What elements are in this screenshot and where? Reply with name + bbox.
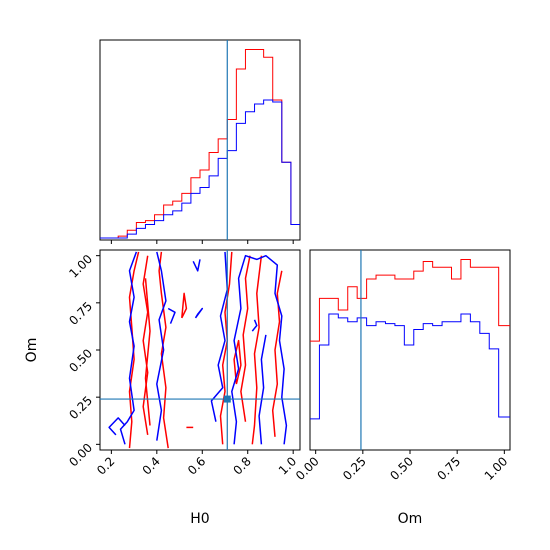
joint-red-contour xyxy=(181,292,188,319)
joint-xlabel: H0 xyxy=(190,511,209,527)
om-histogram-frame xyxy=(309,249,511,451)
joint-y-tick-label: 0.75 xyxy=(66,299,95,328)
om-histogram-tick-label: 0.50 xyxy=(387,454,416,483)
om-blue-histogram xyxy=(310,313,510,420)
joint-red-contour xyxy=(144,278,151,426)
om-histogram-tick-label: 0.75 xyxy=(434,454,463,483)
h0-red-histogram xyxy=(100,49,300,239)
joint-blue-contour xyxy=(194,307,204,319)
joint-blue-contour xyxy=(231,254,288,445)
h0-blue-histogram xyxy=(100,99,300,239)
joint-frame xyxy=(99,249,301,451)
om-histogram-tick-label: 0.25 xyxy=(340,454,369,483)
om-histogram-tick-label: 0.00 xyxy=(293,454,322,483)
om-histogram-tick-label: 1.00 xyxy=(482,454,511,483)
joint-red-contour xyxy=(142,255,149,436)
h0-histogram-frame xyxy=(99,39,301,241)
joint-blue-contour xyxy=(192,259,201,272)
joint-contour-panel: 0.2 0.4 0.6 0.8 1.0 0.000.250.500.751.00 H0 … xyxy=(24,249,301,527)
om-red-histogram xyxy=(310,259,510,342)
joint-y-tick-label: 0.00 xyxy=(66,441,95,470)
joint-blue-contour xyxy=(258,334,267,445)
joint-y-tick-label: 1.00 xyxy=(66,252,95,281)
joint-red-contour xyxy=(271,270,283,437)
joint-ylabel: Om xyxy=(24,338,40,363)
joint-blue-contour xyxy=(167,307,176,324)
om-histogram-panel: 0.00 0.25 0.50 0.75 1.00 Om xyxy=(293,249,511,527)
joint-red-contour xyxy=(219,251,233,445)
joint-x-tick-label: 0.6 xyxy=(185,454,208,477)
om-histogram-xlabel: Om xyxy=(398,511,423,527)
joint-x-tick-label: 0.4 xyxy=(140,454,163,477)
joint-truth-marker xyxy=(223,395,231,403)
joint-blue-contour xyxy=(119,251,138,445)
joint-red-contour xyxy=(251,255,263,445)
joint-red-contour xyxy=(158,251,169,449)
joint-blue-contour xyxy=(156,251,167,441)
joint-red-contour xyxy=(240,255,251,422)
joint-x-tick-label: 0.2 xyxy=(94,454,117,477)
h0-histogram-panel xyxy=(99,39,301,244)
joint-x-tick-label: 0.8 xyxy=(230,454,253,477)
joint-y-tick-label: 0.25 xyxy=(66,393,95,422)
joint-y-tick-label: 0.50 xyxy=(66,346,95,375)
joint-blue-contour xyxy=(108,417,126,436)
joint-red-contour xyxy=(233,339,242,385)
joint-blue-contour xyxy=(251,319,258,332)
